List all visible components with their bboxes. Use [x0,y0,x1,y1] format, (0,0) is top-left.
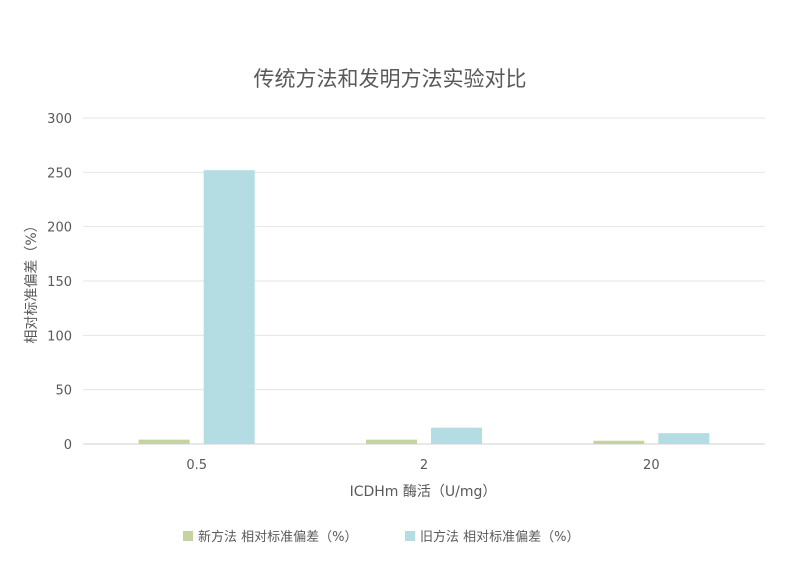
y-tick-label: 200 [47,221,72,236]
x-tick-label: 2 [420,458,428,473]
y-tick-label: 0 [64,438,72,453]
bar-new-0.5 [138,439,190,444]
legend: 新方法 相对标准偏差（%） 旧方法 相对标准偏差（%） [183,529,580,545]
x-axis-label: ICDHm 酶活（U/mg） [350,484,497,500]
bar-old-0.5 [203,170,255,444]
bar-new-2 [366,439,417,444]
y-tick-label: 150 [47,275,72,290]
y-axis-label: 相对标准偏差（%） [24,218,40,343]
x-tick-label: 20 [643,458,660,473]
legend-swatch-old [405,531,415,541]
legend-label-old: 旧方法 相对标准偏差（%） [420,529,580,545]
y-tick-label: 100 [47,329,72,344]
chart-title: 传统方法和发明方法实验对比 [254,67,527,91]
bar-old-20 [658,433,710,444]
bar-old-2 [431,427,482,444]
bar-new-20 [593,440,645,444]
y-tick-label: 300 [47,112,72,127]
legend-swatch-new [183,531,193,541]
y-tick-label: 250 [47,166,72,181]
x-tick-label: 0.5 [186,458,207,473]
legend-label-new: 新方法 相对标准偏差（%） [198,529,358,545]
y-tick-label: 50 [55,384,72,399]
